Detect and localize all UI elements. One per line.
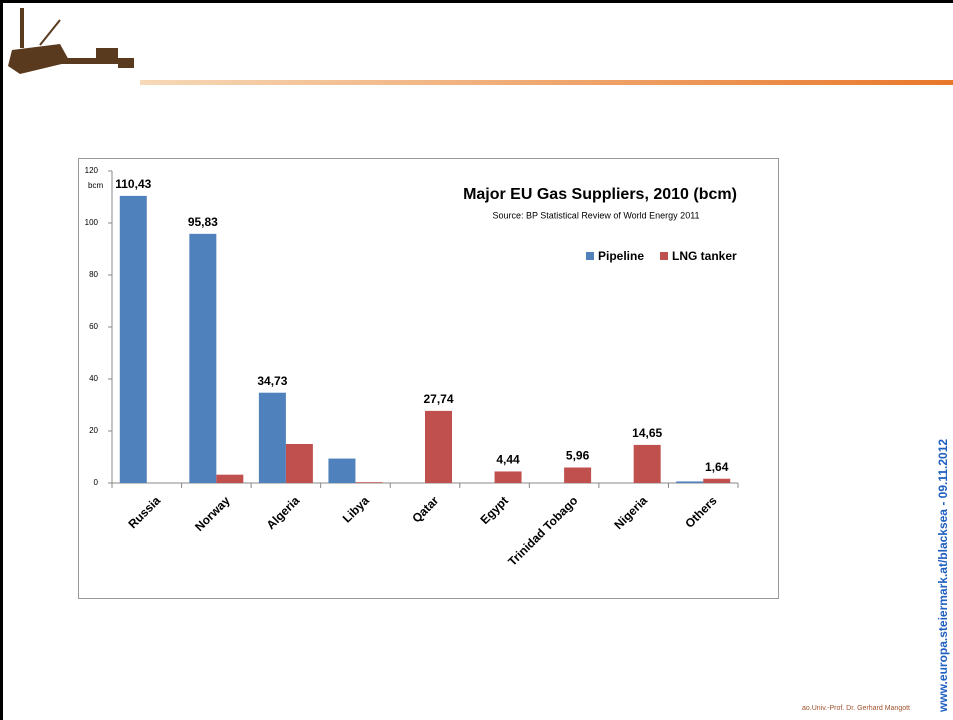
bar — [216, 474, 244, 483]
y-tick-label: 80 — [89, 270, 98, 279]
y-tick-label: 120 — [85, 166, 99, 175]
bar — [328, 458, 356, 483]
bar — [564, 467, 592, 483]
bar — [258, 392, 286, 483]
bar — [494, 471, 522, 483]
bar — [703, 478, 731, 483]
chart-title: Major EU Gas Suppliers, 2010 (bcm) — [463, 186, 737, 203]
y-axis-label: bcm — [88, 181, 103, 190]
url: www.europa.steiermark.at/blacksea - 09.1… — [936, 439, 950, 713]
y-tick-label: 0 — [94, 478, 99, 487]
author: ao.Univ.-Prof. Dr. Gerhard Mangott — [802, 705, 910, 712]
legend-swatch — [660, 252, 669, 260]
data-label: 14,65 — [632, 426, 662, 440]
data-label: 95,83 — [188, 215, 218, 229]
chart-subtitle: Source: BP Statistical Review of World E… — [492, 210, 699, 220]
bar — [355, 482, 383, 483]
legend-swatch — [586, 252, 594, 260]
bar — [119, 195, 147, 483]
bar — [285, 444, 313, 483]
data-label: 34,73 — [257, 374, 287, 388]
y-tick-label: 40 — [89, 374, 98, 383]
legend-label: LNG tanker — [672, 249, 737, 263]
data-label: 110,43 — [115, 177, 151, 191]
data-label: 4,44 — [496, 453, 520, 467]
data-label: 5,96 — [566, 449, 590, 463]
data-label: 27,74 — [423, 392, 453, 406]
y-tick-label: 20 — [89, 426, 98, 435]
bar — [676, 481, 704, 483]
data-label: 1,64 — [705, 460, 729, 474]
bar — [633, 444, 661, 483]
bar — [425, 410, 452, 483]
y-tick-label: 100 — [85, 218, 99, 227]
y-tick-label: 60 — [89, 322, 98, 331]
oil-rig-logo — [8, 8, 134, 74]
legend-label: Pipeline — [598, 249, 644, 263]
bar — [189, 233, 217, 483]
header-rule — [140, 80, 953, 85]
chart-frame — [78, 158, 779, 599]
